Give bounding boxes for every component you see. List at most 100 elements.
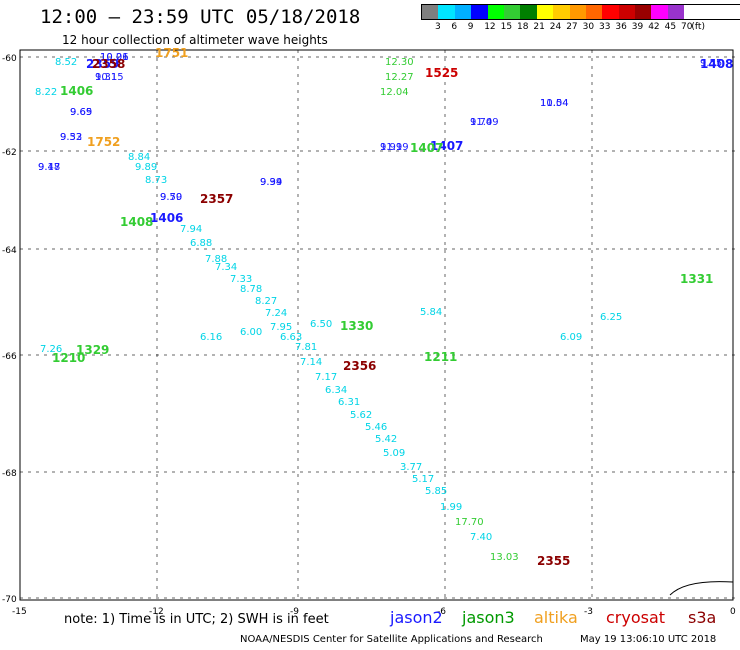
wave-height-label: 7.33 <box>230 274 252 285</box>
wave-height-label: 8.84 <box>128 152 150 163</box>
pass-time-label: 1406 <box>150 211 183 225</box>
wave-height-label: 9.47 <box>38 162 60 173</box>
wave-height-label: 10.04 <box>540 98 569 109</box>
wave-height-label: 7.24 <box>265 308 287 319</box>
wave-height-label: 10.01 <box>100 52 129 63</box>
color-scale-labels: 3 6 9 12 15 18 21 24 27 30 33 36 39 42 45 70 (ft) <box>421 20 740 34</box>
wave-height-label: 8.27 <box>255 296 277 307</box>
page-subtitle: 12 hour collection of altimeter wave hei… <box>62 33 328 47</box>
wave-height-label: 2357 <box>200 192 233 206</box>
pass-time-label: 1406 <box>60 84 93 98</box>
wave-height-label: 1525 <box>425 66 458 80</box>
longitude-label: -15 <box>12 607 27 617</box>
wave-height-label: 7.14 <box>300 357 322 368</box>
wave-height-label: 9.91 <box>380 142 402 153</box>
scale-swatch <box>651 5 668 19</box>
pass-time-label: 1408 <box>120 215 153 229</box>
latitude-labels: -60 -62 -64 -66 -68 -70 <box>2 54 17 605</box>
color-scale-swatches <box>421 4 740 20</box>
wave-height-label: 7.88 <box>205 254 227 265</box>
legend-cryosat: cryosat <box>606 608 666 627</box>
latitude-label: -70 <box>2 595 17 605</box>
scale-swatch <box>602 5 619 19</box>
scale-label: 12 <box>484 22 496 32</box>
pass-time-label: 1407 <box>410 141 443 155</box>
wave-height-label: 8.52 <box>55 57 77 68</box>
longitude-label: 0 <box>730 607 736 617</box>
wave-height-label: 9.74 <box>470 117 492 128</box>
scale-label: 30 <box>582 22 595 32</box>
wave-height-label: 11.09 <box>470 117 499 128</box>
wave-height-label: 9.69 <box>70 107 92 118</box>
wave-height-label: 3.77 <box>400 462 422 473</box>
wave-height-label: 8.73 <box>145 175 167 186</box>
scale-label: 21 <box>533 22 545 32</box>
wave-height-label: 5.42 <box>375 434 397 445</box>
wave-height-label: 9.32 <box>60 132 82 143</box>
legend-s3a: s3a <box>688 608 717 627</box>
scale-label: 24 <box>549 22 562 32</box>
longitude-label: -12 <box>149 607 164 617</box>
wave-height-label: 6.25 <box>600 312 622 323</box>
wave-height-label: 12.27 <box>385 72 414 83</box>
wave-height-label: 11.54 <box>540 98 569 109</box>
scale-swatch <box>635 5 652 19</box>
wave-height-label: 11.99 <box>380 142 409 153</box>
wave-height-label: 5.17 <box>412 474 434 485</box>
scale-swatch <box>585 5 603 19</box>
latitude-label: -60 <box>2 54 17 64</box>
scale-swatch <box>618 5 636 19</box>
wave-height-label: 9.31 <box>95 72 117 83</box>
wave-height-label: 9.79 <box>160 192 182 203</box>
scale-label: 70 <box>681 22 693 32</box>
scale-label: 27 <box>566 22 578 32</box>
scale-label: 42 <box>648 22 660 32</box>
wave-height-label: 7.34 <box>215 262 237 273</box>
scale-swatch <box>536 5 554 19</box>
wave-height-label: 6.50 <box>310 319 332 330</box>
latitude-label: -66 <box>2 352 17 362</box>
wave-height-label: 12.04 <box>380 87 409 98</box>
wave-height-label: 9.65 <box>70 107 92 118</box>
wave-height-label: 6.00 <box>240 327 262 338</box>
scale-swatch <box>569 5 586 19</box>
scale-swatch <box>520 5 537 19</box>
wave-height-label: 9.94 <box>260 177 282 188</box>
pass-time-label: 1330 <box>340 319 373 333</box>
scale-swatch <box>553 5 570 19</box>
scale-label: 36 <box>615 22 627 32</box>
scale-swatch <box>471 5 488 19</box>
latitude-label: -64 <box>2 246 17 256</box>
page-title: 12:00 – 23:59 UTC 05/18/2018 <box>40 6 361 28</box>
wave-height-label: 1752 <box>87 135 120 149</box>
wave-height-label: 1.99 <box>440 502 462 513</box>
wave-height-label: 7.40 <box>470 532 492 543</box>
scale-swatch <box>503 5 521 19</box>
scale-swatch <box>667 5 685 19</box>
pass-time-label: 1211 <box>424 350 457 364</box>
satellite-tracks: 10.26 10.15 9.69 9.53 9.47 9.79 9.39 9.91 9.74 10… <box>35 46 733 568</box>
wave-height-label: 9.39 <box>260 177 282 188</box>
scale-swatch <box>487 5 504 19</box>
pass-time-label: 1329 <box>76 343 109 357</box>
wave-height-label: 6.31 <box>338 397 360 408</box>
wave-height-label: 6.34 <box>325 385 347 396</box>
longitude-label: -3 <box>584 607 593 617</box>
wave-height-label: 12.30 <box>385 57 414 68</box>
scale-swatch <box>422 5 439 19</box>
wave-height-label: 9.55 <box>700 58 722 69</box>
wave-height-label: 7.95 <box>270 322 292 333</box>
longitude-labels: -15 -12 -9 -6 -3 0 <box>12 607 736 617</box>
scale-label: 33 <box>599 22 611 32</box>
pass-time-label: 1408 <box>700 57 733 71</box>
pass-time-label: 1331 <box>680 272 713 286</box>
scale-label: 15 <box>500 22 513 32</box>
longitude-label: -9 <box>290 607 299 617</box>
coastline <box>669 581 734 596</box>
legend-jason2: jason2 <box>390 608 443 627</box>
generation-timestamp: May 19 13:06:10 UTC 2018 <box>580 634 717 645</box>
wave-height-label: 7.17 <box>315 372 337 383</box>
pass-time-label: 2359 <box>86 57 119 71</box>
wave-height-label: 17.70 <box>455 517 484 528</box>
